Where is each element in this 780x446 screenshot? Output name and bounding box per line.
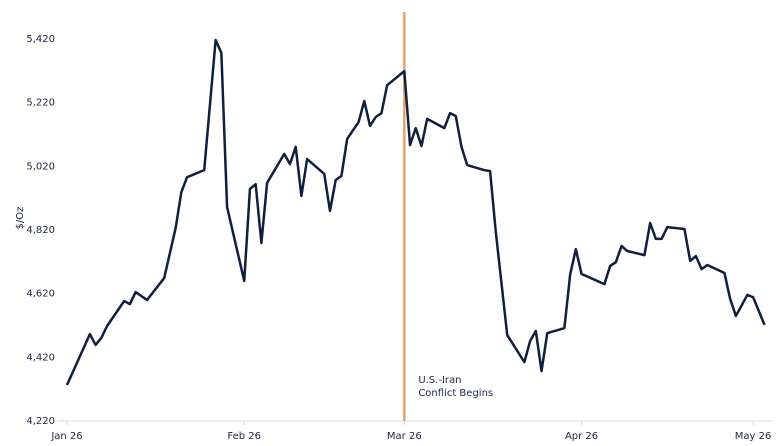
- x-tick-label: Jan 26: [50, 431, 82, 442]
- x-tick-label: Mar 26: [387, 431, 422, 442]
- y-tick-label: 4,820: [26, 225, 55, 236]
- annotation-text: Conflict Begins: [418, 388, 493, 399]
- y-tick-label: 4,620: [26, 289, 55, 300]
- x-tick-label: May 26: [735, 431, 772, 442]
- x-tick-label: Feb 26: [227, 431, 261, 442]
- y-tick-label: 5,420: [26, 34, 55, 45]
- y-axis-title: $/Oz: [15, 207, 26, 230]
- annotation-text: U.S.-Iran: [418, 375, 461, 386]
- price-line: [65, 38, 766, 386]
- y-tick-label: 4,420: [26, 352, 55, 363]
- y-tick-label: 5,020: [26, 161, 55, 172]
- x-tick-label: Apr 26: [565, 431, 598, 442]
- y-tick-label: 4,220: [26, 416, 55, 427]
- y-tick-label: 5,220: [26, 98, 55, 109]
